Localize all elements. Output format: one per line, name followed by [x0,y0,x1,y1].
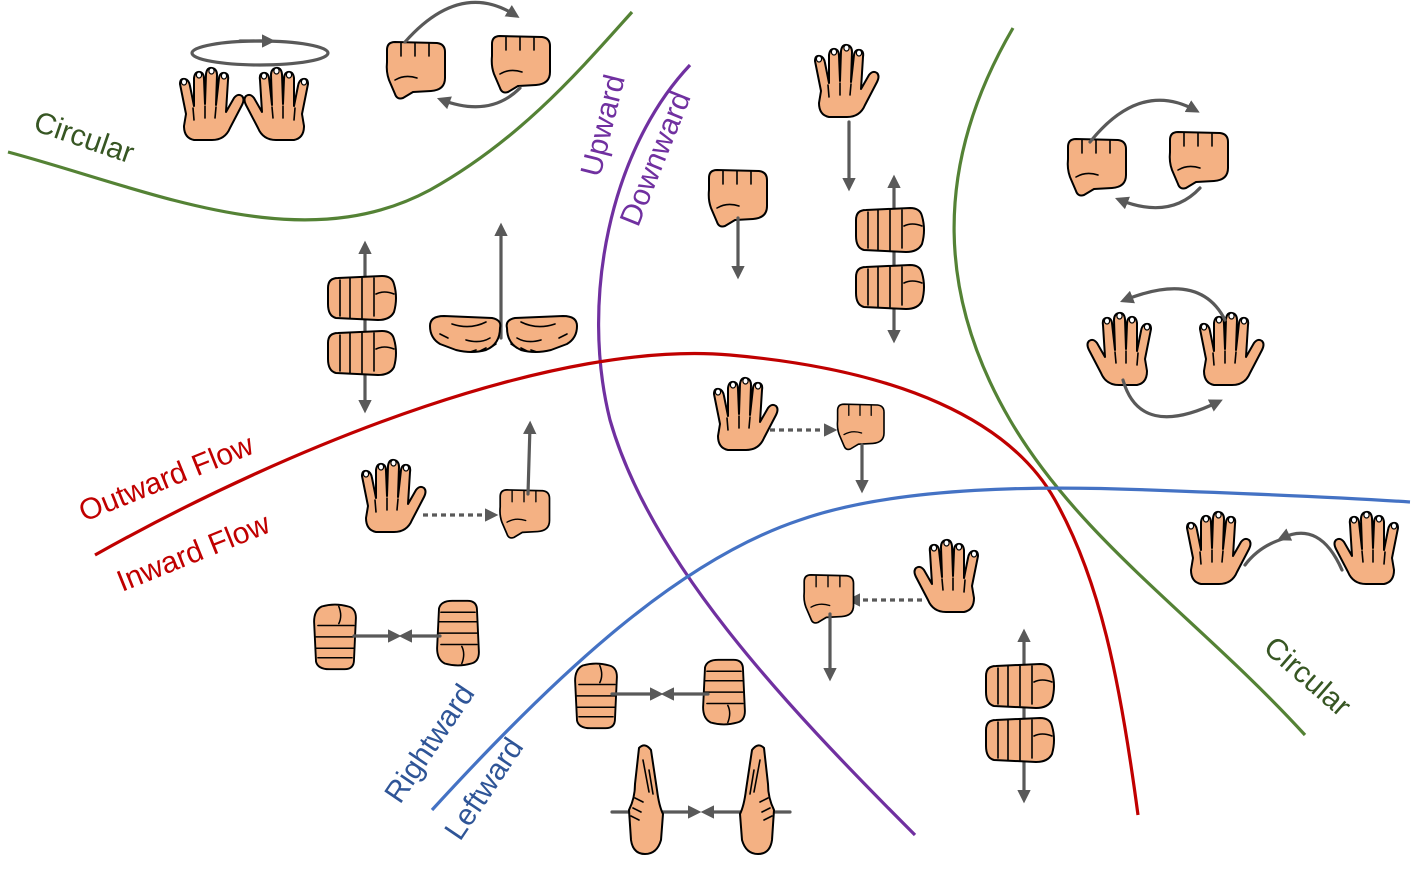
circular-boundary-left [7,10,634,222]
fist-from-hand-down-icon [803,538,979,682]
stacked-fists-updown-icon [327,240,397,414]
hand-to-fist-up-icon [361,420,551,539]
outward-flow-label: Outward Flow [74,428,258,528]
hand-arc-move-icon [1186,510,1399,585]
stacked-fists-updown-icon [985,628,1055,804]
circular-label-right: Circular [1257,630,1357,723]
fists-inward-icon [313,599,480,671]
stacked-fists-updown-icon [855,174,925,344]
circular-boundary-right [952,27,1307,737]
praying-hands-icon [610,744,792,855]
two-fists-circular-icon [1066,98,1229,210]
fists-inward-icon [574,658,746,730]
circular-label-left: Circular [30,105,138,170]
upward-label: Upward [575,71,632,179]
hand-to-fist-down-icon [713,376,885,494]
two-fists-circular-icon [385,0,551,110]
open-hands-rotate-icon [179,34,330,141]
open-hands-circular-icon [1086,287,1265,419]
open-hand-down-icon [814,43,880,192]
cupped-hands-up-icon [429,222,578,353]
horizontal-boundary [430,486,1411,812]
vertical-boundary [596,63,917,837]
flow-boundary [94,351,1140,816]
fist-down-icon [707,169,768,280]
inward-flow-label: Inward Flow [112,507,275,598]
